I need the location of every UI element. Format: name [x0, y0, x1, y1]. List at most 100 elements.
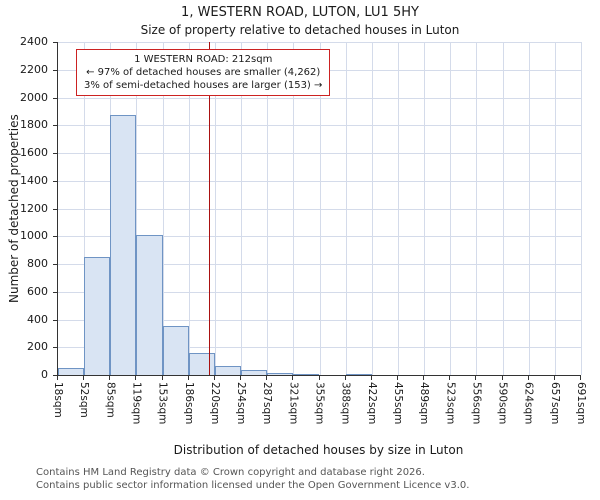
y-tick-label: 2200: [20, 62, 48, 76]
histogram-bar: [110, 114, 137, 375]
gridline: [293, 42, 295, 375]
x-tick-mark: [396, 376, 398, 380]
y-tick-label: 800: [27, 257, 48, 270]
attribution-line-1: Contains HM Land Registry data © Crown c…: [36, 467, 425, 478]
gridline: [397, 42, 399, 375]
x-tick-label: 85sqm: [104, 382, 117, 418]
y-tick-mark: [53, 97, 57, 99]
x-tick-mark: [135, 376, 137, 380]
histogram-bar: [84, 257, 111, 375]
x-tick-label: 186sqm: [182, 382, 195, 425]
x-tick-mark: [344, 376, 346, 380]
x-tick-label: 321sqm: [287, 382, 300, 425]
y-tick-label: 200: [27, 340, 48, 354]
gridline: [214, 42, 216, 375]
gridline: [502, 42, 504, 375]
gridline: [188, 42, 190, 375]
y-tick-mark: [53, 236, 57, 238]
y-tick-label: 1600: [20, 146, 48, 159]
x-tick-label: 657sqm: [548, 382, 561, 425]
y-tick-mark: [53, 69, 57, 71]
gridline: [371, 42, 373, 375]
property-marker-line: [208, 42, 210, 375]
x-axis-title: Distribution of detached houses by size …: [173, 443, 464, 457]
annotation-line-2: ← 97% of detached houses are smaller (4,…: [86, 67, 321, 78]
x-tick-mark: [370, 376, 372, 380]
x-tick-mark: [240, 376, 242, 380]
chart-title: 1, WESTERN ROAD, LUTON, LU1 5HY: [181, 5, 419, 20]
x-tick-mark: [501, 376, 503, 380]
x-tick-mark: [318, 376, 320, 380]
x-tick-label: 287sqm: [261, 382, 274, 425]
gridline: [581, 42, 582, 375]
y-tick-label: 400: [27, 312, 48, 326]
x-tick-label: 254sqm: [235, 382, 248, 425]
x-tick-mark: [109, 376, 111, 380]
y-tick-mark: [53, 125, 57, 127]
y-tick-label: 1000: [20, 229, 48, 243]
histogram-bar: [162, 326, 189, 375]
gridline: [528, 42, 530, 375]
x-tick-mark: [449, 376, 451, 380]
y-tick-mark: [53, 291, 57, 293]
annotation-box: 1 WESTERN ROAD: 212sqm ← 97% of detached…: [76, 49, 331, 96]
histogram-bar: [214, 365, 242, 375]
x-axis-ticks: 18sqm 52sqm 85sqm 119sqm 153sqm 186sqm 220sqm 2…: [52, 376, 587, 440]
y-tick-mark: [53, 153, 57, 154]
x-tick-mark: [527, 376, 529, 380]
y-tick-label: 0: [41, 368, 48, 381]
x-tick-label: 624sqm: [522, 382, 535, 425]
x-tick-mark: [213, 376, 215, 380]
x-tick-mark: [161, 376, 163, 380]
annotation-line-3: 3% of semi-detached houses are larger (1…: [84, 80, 323, 91]
x-tick-mark: [187, 376, 189, 380]
x-tick-label: 18sqm: [52, 382, 64, 418]
histogram-bar: [293, 373, 320, 375]
y-tick-label: 1800: [20, 118, 48, 132]
histogram-bar: [188, 352, 215, 375]
gridline: [319, 42, 321, 375]
gridline: [267, 42, 269, 375]
y-tick-mark: [53, 208, 57, 210]
y-tick-label: 1400: [20, 173, 48, 187]
y-tick-mark: [53, 42, 57, 43]
y-tick-label: 1200: [20, 201, 48, 215]
histogram-bar: [345, 373, 372, 375]
y-tick-mark: [53, 375, 57, 376]
y-tick-mark: [53, 180, 57, 182]
x-tick-label: 388sqm: [339, 382, 352, 425]
x-tick-label: 220sqm: [208, 382, 221, 425]
histogram-bar: [241, 370, 268, 375]
gridline: [554, 42, 556, 375]
x-tick-label: 455sqm: [391, 382, 404, 425]
x-tick-label: 556sqm: [470, 382, 483, 425]
gridline: [476, 42, 478, 375]
gridline: [450, 42, 452, 375]
x-tick-label: 119sqm: [130, 382, 143, 425]
x-tick-label: 355sqm: [313, 382, 326, 425]
x-tick-mark: [57, 376, 58, 380]
y-tick-label: 2400: [20, 35, 48, 48]
x-tick-mark: [553, 376, 555, 380]
y-tick-label: 600: [27, 284, 48, 298]
y-tick-label: 2000: [20, 90, 48, 104]
histogram-bar: [58, 368, 85, 375]
histogram-bar: [136, 234, 163, 375]
x-tick-label: 422sqm: [365, 382, 378, 425]
y-axis-ticks: 0 200 400 600 800 1000 1200 1400 1600 1800 2000 220…: [0, 36, 57, 381]
x-tick-mark: [580, 376, 581, 380]
y-tick-mark: [53, 319, 57, 321]
y-tick-mark: [53, 347, 57, 349]
histogram-bar: [267, 372, 294, 375]
x-tick-label: 590sqm: [496, 382, 509, 425]
annotation-line-1: 1 WESTERN ROAD: 212sqm: [134, 54, 273, 65]
gridline: [241, 42, 243, 375]
x-tick-label: 153sqm: [156, 382, 169, 425]
gridline: [424, 42, 426, 375]
chart-subtitle: Size of property relative to detached ho…: [140, 23, 460, 37]
x-tick-label: 691sqm: [575, 382, 587, 425]
gridline: [136, 42, 138, 375]
x-tick-mark: [292, 376, 294, 380]
x-tick-label: 523sqm: [444, 382, 457, 425]
x-tick-mark: [83, 376, 85, 380]
